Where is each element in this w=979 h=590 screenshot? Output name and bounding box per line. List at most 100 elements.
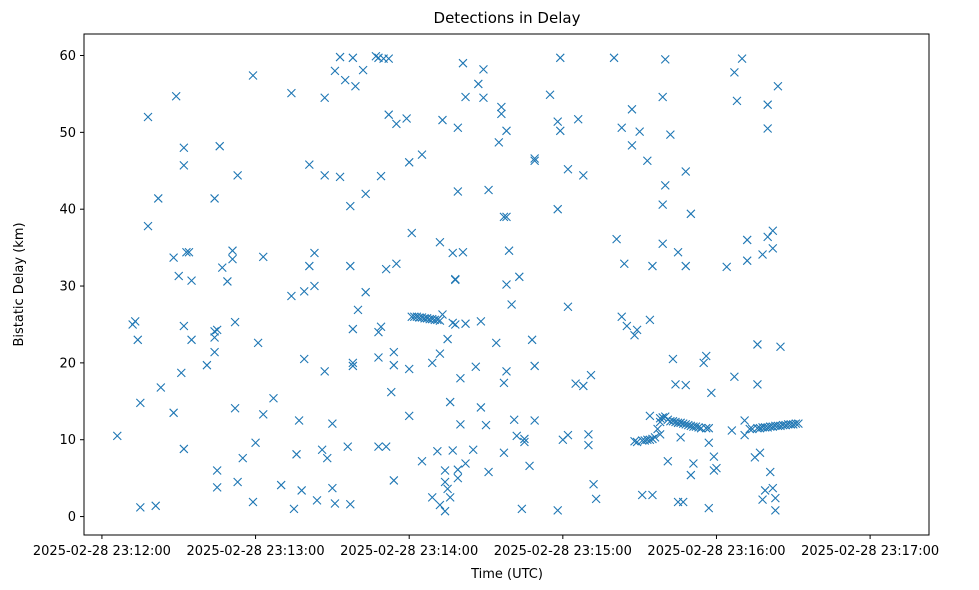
data-point-marker [453,465,463,475]
data-point-marker [176,368,186,378]
data-point-marker [504,246,514,256]
data-point-marker [502,366,511,376]
data-point-marker [143,112,153,122]
data-point-marker [438,310,447,319]
data-point-marker [320,170,330,180]
data-point-marker [712,463,721,473]
data-point-marker [502,280,511,289]
data-point-marker [573,114,583,124]
data-point-marker [179,143,189,153]
data-point-marker [619,259,629,269]
data-point-marker [443,484,452,494]
data-point-marker [727,426,737,435]
data-point-marker [448,318,458,328]
data-point-marker [187,335,196,345]
data-point-marker [479,64,488,74]
data-point-marker [435,237,445,247]
data-point-marker [376,322,386,332]
data-point-marker [637,490,647,500]
data-point-marker [753,380,762,389]
y-tick-label: 60 [59,49,76,64]
chart-title: Detections in Delay [434,9,581,27]
data-point-marker [438,115,447,125]
data-point-marker [233,477,243,487]
data-point-marker [456,419,465,429]
data-point-marker [448,248,458,258]
data-point-marker [589,479,598,489]
data-point-marker [758,250,767,259]
data-point-marker [648,434,657,444]
x-tick-label: 2025-02-28 23:13:00 [187,544,325,559]
data-point-marker [133,335,143,345]
data-point-marker [530,156,540,166]
data-point-marker [251,438,260,448]
data-point-marker [210,347,219,357]
data-point-marker [335,52,345,62]
data-point-marker [648,261,657,271]
data-point-marker [668,354,678,364]
data-point-marker [233,170,243,180]
data-point-marker [187,276,196,286]
data-point-marker [392,119,401,129]
data-point-marker [630,330,639,340]
data-point-marker [553,506,563,515]
data-point-marker [432,446,442,456]
data-point-marker [453,123,463,133]
data-point-marker [327,483,337,493]
data-point-marker [151,501,161,511]
data-point-marker [384,54,394,63]
data-point-marker [742,235,752,245]
data-point-marker [223,277,232,286]
data-point-marker [563,164,573,174]
data-point-marker [453,187,463,196]
data-point-marker [502,126,511,136]
data-point-marker [658,413,668,422]
data-point-marker [361,189,371,199]
data-point-marker [650,433,660,442]
data-point-marker [440,466,450,475]
data-point-marker [374,442,383,452]
data-point-marker [609,53,619,63]
data-point-marker [468,445,478,455]
data-point-marker [435,500,445,510]
y-tick-label: 10 [59,433,76,448]
data-point-marker [389,360,399,370]
data-point-marker [348,361,358,371]
data-point-marker [440,477,450,487]
data-point-marker [402,114,412,123]
y-axis: 0 10 20 30 40 50 60 [59,49,84,525]
data-point-marker [358,65,368,75]
data-point-marker [335,172,345,182]
data-point-marker [361,287,371,297]
data-point-marker [660,54,670,64]
data-point-marker [571,379,581,389]
data-point-marker [545,90,555,100]
data-point-marker [348,53,358,63]
data-point-marker [520,434,529,444]
data-point-marker [374,327,383,337]
data-point-marker [407,228,417,238]
data-point-marker [389,476,399,485]
data-point-marker [292,449,301,459]
data-point-marker [479,93,488,103]
x-axis: 2025-02-28 23:12:00 2025-02-28 23:13:00 20… [33,535,939,559]
data-point-marker [389,347,399,357]
data-point-marker [135,398,145,408]
data-point-marker [683,420,693,430]
data-point-marker [327,419,337,428]
data-point-marker [384,110,394,120]
scatter-series [112,51,803,516]
data-point-marker [417,150,427,160]
data-point-marker [753,340,762,349]
data-point-marker [320,366,330,376]
data-point-marker [740,416,750,425]
data-point-marker [525,461,534,471]
data-point-marker [404,364,414,374]
data-point-marker [770,493,780,503]
data-point-marker [658,200,668,209]
data-point-marker [230,403,240,413]
data-point-marker [404,411,414,421]
data-point-marker [210,194,219,203]
data-point-marker [499,448,509,458]
